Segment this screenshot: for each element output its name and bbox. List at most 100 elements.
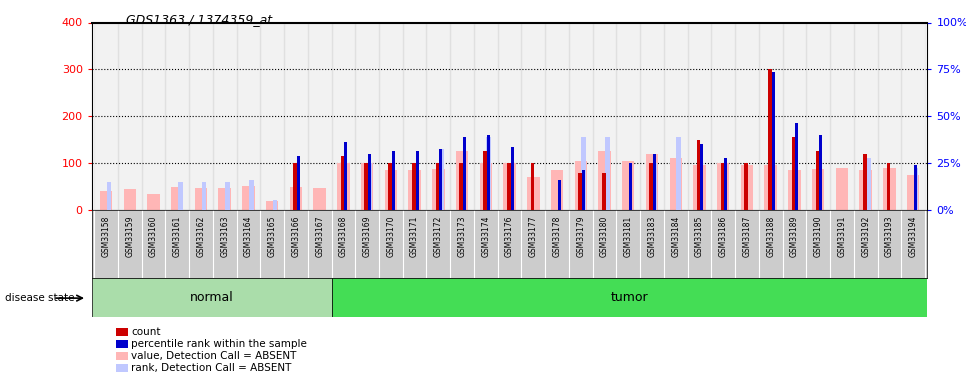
Text: rank, Detection Call = ABSENT: rank, Detection Call = ABSENT — [131, 363, 292, 373]
Text: GSM33165: GSM33165 — [268, 215, 276, 257]
Text: value, Detection Call = ABSENT: value, Detection Call = ABSENT — [131, 351, 297, 361]
Bar — [355, 22, 379, 210]
Bar — [290, 187, 302, 210]
Text: GSM33186: GSM33186 — [719, 215, 727, 257]
Bar — [640, 22, 664, 210]
Bar — [213, 22, 237, 210]
Bar — [578, 172, 582, 210]
Bar — [887, 163, 891, 210]
Bar — [260, 22, 284, 210]
Bar — [487, 135, 490, 210]
Bar — [622, 161, 635, 210]
Bar — [503, 163, 516, 210]
Text: GSM33179: GSM33179 — [577, 215, 585, 257]
Bar — [551, 170, 563, 210]
Bar — [653, 154, 656, 210]
Bar — [694, 165, 706, 210]
Bar — [836, 168, 848, 210]
Bar — [768, 69, 772, 210]
Bar — [409, 170, 421, 210]
Text: GSM33164: GSM33164 — [244, 215, 253, 257]
Bar — [545, 22, 569, 210]
Text: GSM33161: GSM33161 — [173, 215, 182, 257]
Bar — [178, 182, 183, 210]
Bar — [819, 135, 822, 210]
Bar — [237, 22, 260, 210]
Bar — [249, 180, 254, 210]
Bar — [593, 22, 616, 210]
Bar — [812, 169, 824, 210]
Bar — [294, 163, 297, 210]
Bar — [450, 22, 474, 210]
Bar — [106, 182, 111, 210]
Bar — [901, 22, 925, 210]
Bar — [907, 175, 920, 210]
Bar — [284, 22, 308, 210]
Bar — [700, 144, 703, 210]
Bar — [341, 156, 345, 210]
Bar — [361, 163, 374, 210]
Text: GSM33174: GSM33174 — [481, 215, 491, 257]
Bar — [379, 22, 403, 210]
Bar — [225, 182, 230, 210]
Bar — [653, 163, 657, 210]
Bar — [497, 22, 522, 210]
Text: GSM33190: GSM33190 — [813, 215, 823, 257]
Bar — [242, 186, 255, 210]
Text: count: count — [131, 327, 161, 337]
Bar — [669, 158, 682, 210]
Text: GSM33172: GSM33172 — [434, 215, 442, 257]
Bar — [403, 22, 426, 210]
Text: GSM33183: GSM33183 — [647, 215, 657, 257]
Bar — [688, 22, 711, 210]
Text: GSM33170: GSM33170 — [386, 215, 395, 257]
Bar — [337, 163, 350, 210]
Text: GSM33169: GSM33169 — [362, 215, 372, 257]
Bar — [645, 154, 658, 210]
Bar — [479, 163, 492, 210]
Bar — [914, 165, 917, 210]
Bar — [649, 163, 653, 210]
Bar — [297, 156, 299, 210]
Text: GSM33166: GSM33166 — [292, 215, 300, 257]
Bar — [582, 137, 586, 210]
Text: GSM33180: GSM33180 — [600, 215, 609, 257]
Bar — [598, 152, 611, 210]
Bar — [384, 170, 397, 210]
Text: GSM33184: GSM33184 — [671, 215, 680, 257]
Bar — [426, 22, 450, 210]
Bar — [487, 137, 491, 210]
Bar — [165, 22, 189, 210]
Bar — [147, 194, 159, 210]
Bar — [92, 278, 331, 317]
Bar — [616, 22, 640, 210]
Bar — [266, 201, 278, 210]
Text: tumor: tumor — [611, 291, 648, 304]
Text: GSM33192: GSM33192 — [861, 215, 870, 257]
Bar — [118, 22, 142, 210]
Bar — [415, 152, 418, 210]
Text: GSM33187: GSM33187 — [743, 215, 752, 257]
Text: GSM33194: GSM33194 — [909, 215, 918, 257]
Text: GSM33158: GSM33158 — [101, 215, 110, 257]
Bar — [218, 188, 231, 210]
Bar — [474, 22, 497, 210]
Bar — [511, 147, 514, 210]
Text: GSM33181: GSM33181 — [624, 215, 633, 256]
Bar — [807, 22, 830, 210]
Bar — [721, 163, 724, 210]
Bar — [717, 163, 729, 210]
Text: GSM33191: GSM33191 — [838, 215, 846, 257]
Bar — [195, 188, 207, 210]
Text: GSM33159: GSM33159 — [126, 215, 134, 257]
Bar — [364, 163, 368, 210]
Text: GSM33168: GSM33168 — [339, 215, 348, 257]
Bar — [788, 170, 801, 210]
Text: GSM33162: GSM33162 — [196, 215, 206, 257]
Bar — [460, 163, 463, 210]
Text: GSM33193: GSM33193 — [885, 215, 894, 257]
Bar — [569, 22, 593, 210]
Bar — [782, 22, 807, 210]
Bar — [368, 154, 371, 210]
Bar — [605, 137, 610, 210]
